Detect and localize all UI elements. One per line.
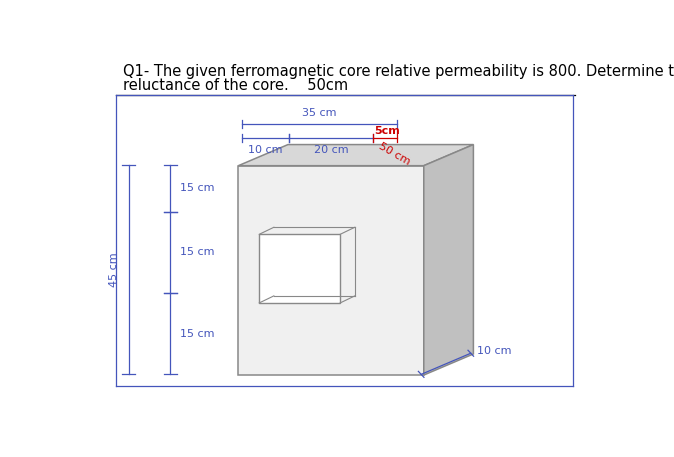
Bar <box>239 166 424 375</box>
Text: 50 cm: 50 cm <box>377 141 412 167</box>
Text: reluctance of the core.    50cm: reluctance of the core. 50cm <box>123 78 348 93</box>
Text: 10 cm: 10 cm <box>477 346 512 356</box>
Text: 15 cm: 15 cm <box>180 329 214 339</box>
Polygon shape <box>239 144 473 166</box>
Text: 5cm: 5cm <box>374 127 400 137</box>
Text: 45 cm: 45 cm <box>109 252 119 287</box>
Text: Q1- The given ferromagnetic core relative permeability is 800. Determine the tot: Q1- The given ferromagnetic core relativ… <box>123 64 674 79</box>
Text: 15 cm: 15 cm <box>180 183 214 193</box>
Polygon shape <box>424 144 473 375</box>
Text: 10 cm: 10 cm <box>248 144 283 154</box>
Bar <box>259 234 340 303</box>
Text: 35 cm: 35 cm <box>302 108 336 118</box>
Text: 15 cm: 15 cm <box>180 247 214 257</box>
Text: 20 cm: 20 cm <box>314 144 348 154</box>
